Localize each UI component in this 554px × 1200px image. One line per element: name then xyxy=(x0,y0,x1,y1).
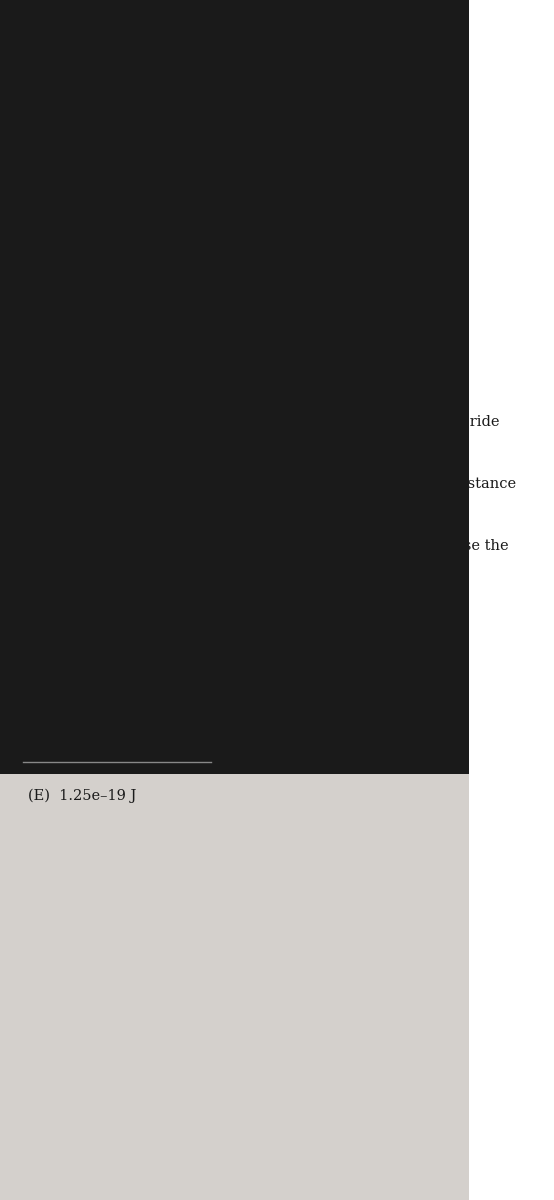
Text: (B)  4.80e–19 J: (B) 4.80e–19 J xyxy=(28,616,137,630)
Text: A sodium ion with a charge of 1.60 × 10⁻¹⁹ C, and a chloride: A sodium ion with a charge of 1.60 × 10⁻… xyxy=(49,414,500,428)
Text: of 0.410 nm.  How much work would be required to increase the: of 0.410 nm. How much work would be requ… xyxy=(28,539,509,553)
Text: separation of the two ions to an infinite distance?: separation of the two ions to an infinit… xyxy=(28,601,397,616)
Text: (A)  3.67e–19 J: (A) 3.67e–19 J xyxy=(28,558,137,572)
Text: 1.: 1. xyxy=(28,414,43,428)
Text: ion with a charge of −1.60 × 10⁻¹⁹ C, are separated by a distance: ion with a charge of −1.60 × 10⁻¹⁹ C, ar… xyxy=(28,476,516,492)
Text: (E)  1.25e–19 J: (E) 1.25e–19 J xyxy=(28,788,136,803)
Text: (D)  The correct answer is not shown.: (D) The correct answer is not shown. xyxy=(28,731,309,745)
FancyBboxPatch shape xyxy=(0,0,469,774)
Text: (C)  5.61e–19 J: (C) 5.61e–19 J xyxy=(28,673,137,688)
FancyBboxPatch shape xyxy=(0,774,469,1200)
